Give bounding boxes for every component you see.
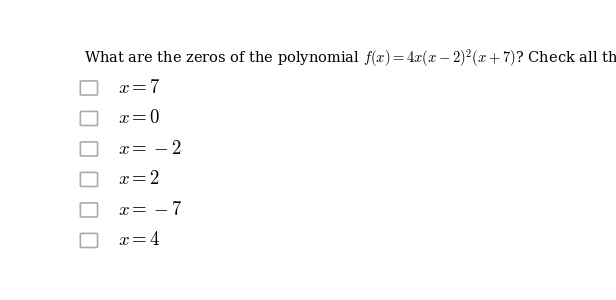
FancyBboxPatch shape bbox=[80, 172, 97, 187]
FancyBboxPatch shape bbox=[80, 142, 97, 156]
Text: $x = 2$: $x = 2$ bbox=[118, 170, 160, 188]
Text: $x = -2$: $x = -2$ bbox=[118, 140, 181, 158]
Text: $x = 0$: $x = 0$ bbox=[118, 110, 160, 128]
Text: $x = -7$: $x = -7$ bbox=[118, 201, 182, 219]
Text: $x = 4$: $x = 4$ bbox=[118, 231, 160, 249]
FancyBboxPatch shape bbox=[80, 203, 97, 217]
FancyBboxPatch shape bbox=[80, 111, 97, 125]
FancyBboxPatch shape bbox=[80, 233, 97, 248]
FancyBboxPatch shape bbox=[80, 81, 97, 95]
Text: $x = 7$: $x = 7$ bbox=[118, 79, 160, 97]
Text: What are the zeros of the polynomial $f(x) = 4x(x-2)^2(x+7)$? Check all that app: What are the zeros of the polynomial $f(… bbox=[84, 47, 616, 69]
